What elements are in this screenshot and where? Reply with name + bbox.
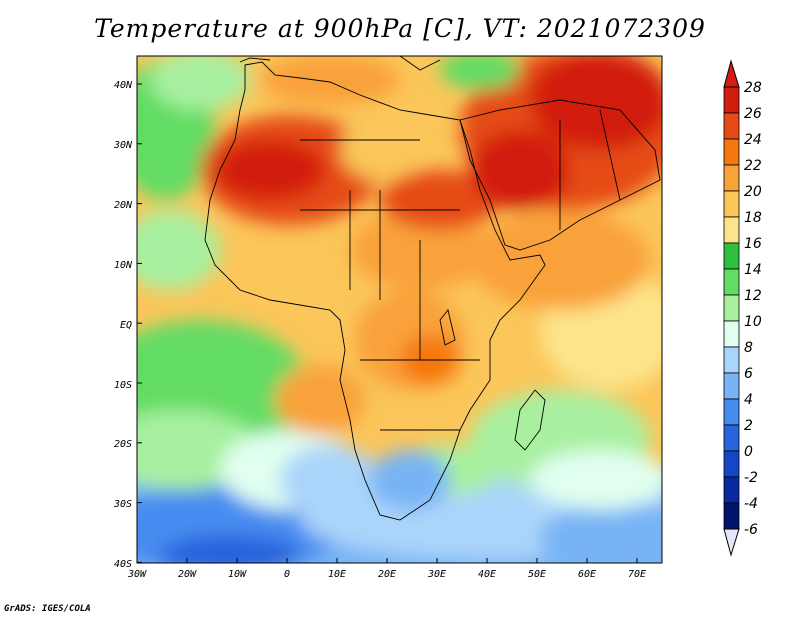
colorbar-label: 10 <box>744 314 762 330</box>
colorbar-swatch <box>723 294 740 322</box>
map-frame <box>136 55 663 564</box>
colorbar-swatch <box>723 502 740 530</box>
colorbar-label: 14 <box>744 262 762 278</box>
colorbar-label: 18 <box>744 210 762 226</box>
coastlines <box>204 56 661 521</box>
lat-label: EQ <box>120 320 132 331</box>
colorbar-swatch <box>723 86 740 114</box>
colorbar-label: 24 <box>744 132 762 148</box>
colorbar-swatch <box>723 320 740 348</box>
colorbar: 28 26 24 22 20 18 16 14 12 10 8 6 4 2 0 … <box>723 59 762 557</box>
colorbar-label: 16 <box>744 236 762 252</box>
colorbar-label: 22 <box>744 158 762 174</box>
colorbar-swatch <box>723 372 740 400</box>
lon-label: 30W <box>127 569 147 580</box>
colorbar-label: -2 <box>744 470 758 486</box>
temperature-field <box>137 56 662 563</box>
latitude-labels: 40N 30N 20N 10N EQ 10S 20S 30S 40S <box>113 80 133 570</box>
map-title: Temperature at 900hPa [C], VT: 202107230… <box>94 14 706 43</box>
colorbar-swatch <box>723 190 740 218</box>
colorbar-label: -6 <box>744 522 758 538</box>
lat-label: 40N <box>114 80 133 91</box>
colorbar-swatch <box>723 242 740 270</box>
lat-label: 10N <box>114 260 133 271</box>
lon-label: 0 <box>284 569 290 580</box>
lon-label: 40E <box>478 569 496 580</box>
colorbar-label: 26 <box>744 106 762 122</box>
lon-label: 50E <box>528 569 546 580</box>
lat-label: 20N <box>114 200 133 211</box>
colorbar-swatch <box>723 476 740 504</box>
colorbar-label: -4 <box>744 496 758 512</box>
lon-label: 20W <box>178 569 197 580</box>
axis-ticks <box>136 83 638 563</box>
longitude-labels: 30W 20W 10W 0 10E 20E 30E 40E 50E 60E 70… <box>127 569 646 580</box>
lon-label: 60E <box>578 569 596 580</box>
colorbar-label: 6 <box>744 366 753 382</box>
colorbar-swatch <box>723 398 740 426</box>
colorbar-swatch <box>723 450 740 478</box>
colorbar-swatch <box>723 112 740 140</box>
lon-label: 30E <box>427 569 446 580</box>
lon-label: 20E <box>378 569 396 580</box>
lat-label: 10S <box>114 380 132 391</box>
lat-label: 30S <box>113 499 132 510</box>
colorbar-swatch <box>723 346 740 374</box>
colorbar-swatch <box>723 216 740 244</box>
lat-label: 40S <box>114 559 132 570</box>
lon-label: 10E <box>328 569 346 580</box>
lon-label: 70E <box>628 569 646 580</box>
colorbar-label: 0 <box>744 444 753 460</box>
colorbar-label: 8 <box>744 340 753 356</box>
colorbar-swatch <box>723 424 740 452</box>
colorbar-label: 2 <box>744 418 753 434</box>
colorbar-bottom-arrow <box>723 528 740 557</box>
lat-label: 30N <box>113 140 133 151</box>
credit-text: GrADS: IGES/COLA <box>4 604 91 614</box>
colorbar-label: 20 <box>744 184 762 200</box>
lon-label: 10W <box>228 569 247 580</box>
colorbar-swatch <box>723 268 740 296</box>
colorbar-label: 4 <box>744 392 753 408</box>
colorbar-label: 28 <box>744 80 762 96</box>
colorbar-top-arrow <box>723 59 740 88</box>
colorbar-swatch <box>723 164 740 192</box>
colorbar-swatch <box>723 138 740 166</box>
colorbar-label: 12 <box>744 288 762 304</box>
lat-label: 20S <box>114 439 132 450</box>
